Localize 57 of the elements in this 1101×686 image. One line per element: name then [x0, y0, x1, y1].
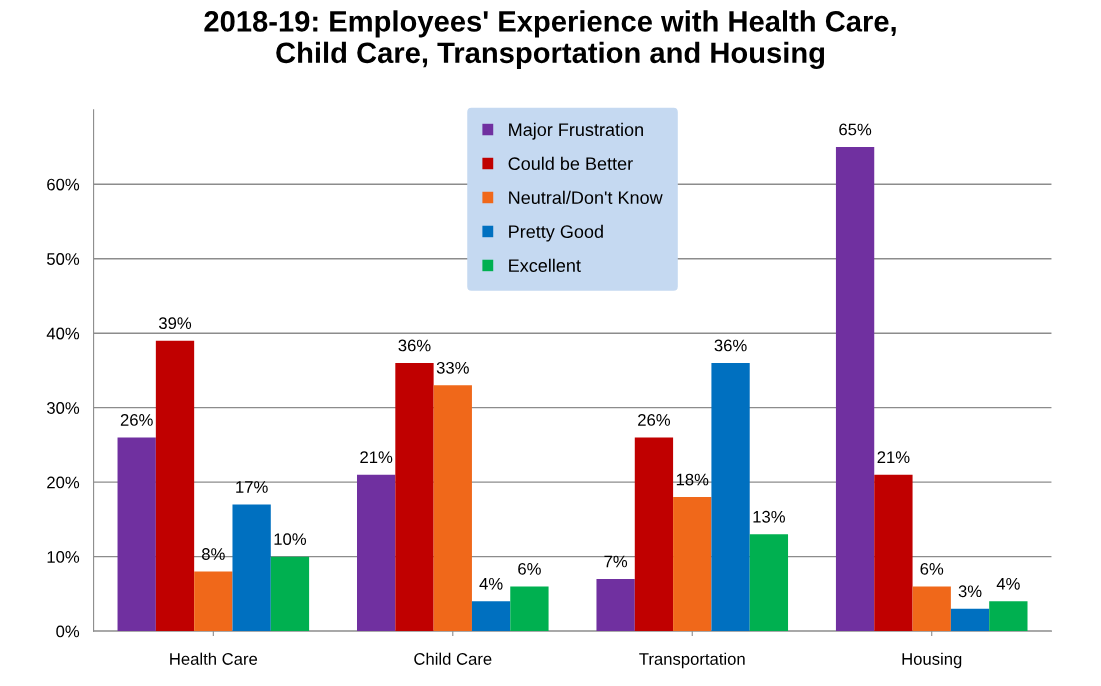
x-tick-label: Transportation — [639, 652, 745, 669]
data-label: 8% — [202, 548, 225, 560]
y-tick-label: 60% — [47, 178, 80, 191]
bar — [912, 586, 951, 632]
legend-label: Excellent — [509, 258, 581, 272]
x-tick-label: Child Care — [414, 652, 492, 665]
data-label: 18% — [676, 473, 709, 486]
legend-label: Could be Better — [508, 156, 633, 171]
bar — [232, 504, 271, 632]
y-tick-label: 40% — [46, 327, 80, 340]
data-label: 26% — [638, 414, 671, 426]
bar — [835, 147, 875, 632]
data-label: 17% — [236, 481, 268, 493]
legend-label: Neutral/Don't Know — [509, 190, 663, 205]
data-label: 3% — [958, 585, 982, 598]
data-label: 10% — [274, 533, 307, 546]
bar — [711, 362, 750, 632]
bar — [596, 578, 635, 632]
data-label: 21% — [877, 451, 910, 464]
bar — [989, 601, 1028, 632]
x-tick-label: Housing — [902, 652, 962, 669]
bar — [117, 437, 156, 632]
bar — [471, 601, 511, 632]
bar — [673, 497, 712, 632]
data-label: 65% — [839, 123, 872, 136]
data-label: 36% — [714, 339, 747, 352]
bar — [270, 556, 310, 632]
y-tick-label: 0% — [56, 625, 80, 638]
chart-title: 2018-19: Employees' Experience with Health Care, Child Care, Transportation and Housing — [204, 10, 896, 70]
bar — [433, 385, 472, 632]
data-label: 4% — [996, 577, 1020, 590]
data-label: 36% — [398, 339, 431, 352]
bar — [634, 437, 674, 632]
data-label: 4% — [479, 577, 503, 590]
y-tick-label: 20% — [47, 476, 80, 489]
bar — [950, 608, 990, 632]
legend-label: Pretty Good — [509, 224, 603, 242]
bar — [749, 534, 789, 632]
bar — [874, 474, 913, 632]
y-tick-label: 10% — [47, 551, 80, 563]
data-label: 6% — [920, 563, 944, 575]
bar — [395, 362, 434, 632]
data-label: 13% — [753, 510, 785, 523]
data-label: 26% — [120, 414, 153, 426]
data-label: 39% — [158, 317, 192, 330]
bar — [510, 586, 549, 632]
y-tick-label: 50% — [47, 253, 80, 265]
y-tick-label: 30% — [46, 402, 80, 414]
x-tick-label: Health Care — [170, 652, 258, 665]
data-label: 6% — [518, 563, 541, 575]
bar — [357, 474, 396, 632]
data-label: 33% — [436, 361, 469, 374]
data-label: 7% — [604, 555, 628, 568]
bar — [155, 340, 195, 632]
legend-label: Major Frustration — [509, 122, 643, 140]
bar — [194, 571, 233, 632]
data-label: 21% — [360, 451, 393, 464]
